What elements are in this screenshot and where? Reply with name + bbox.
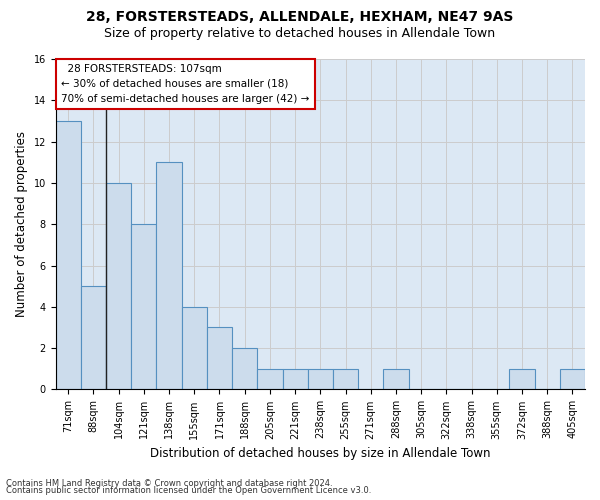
Text: Contains HM Land Registry data © Crown copyright and database right 2024.: Contains HM Land Registry data © Crown c… — [6, 478, 332, 488]
Y-axis label: Number of detached properties: Number of detached properties — [15, 131, 28, 317]
X-axis label: Distribution of detached houses by size in Allendale Town: Distribution of detached houses by size … — [150, 447, 491, 460]
Text: Size of property relative to detached houses in Allendale Town: Size of property relative to detached ho… — [104, 28, 496, 40]
Bar — [308, 369, 333, 390]
Bar — [333, 369, 358, 390]
Bar — [56, 121, 81, 390]
Bar — [131, 224, 157, 390]
Text: 28 FORSTERSTEADS: 107sqm
← 30% of detached houses are smaller (18)
70% of semi-d: 28 FORSTERSTEADS: 107sqm ← 30% of detach… — [61, 64, 310, 104]
Bar — [207, 328, 232, 390]
Bar — [106, 183, 131, 390]
Text: Contains public sector information licensed under the Open Government Licence v3: Contains public sector information licen… — [6, 486, 371, 495]
Bar — [509, 369, 535, 390]
Bar — [157, 162, 182, 390]
Bar — [232, 348, 257, 390]
Bar — [383, 369, 409, 390]
Bar — [560, 369, 585, 390]
Bar — [81, 286, 106, 390]
Bar — [257, 369, 283, 390]
Text: 28, FORSTERSTEADS, ALLENDALE, HEXHAM, NE47 9AS: 28, FORSTERSTEADS, ALLENDALE, HEXHAM, NE… — [86, 10, 514, 24]
Bar — [182, 307, 207, 390]
Bar — [283, 369, 308, 390]
